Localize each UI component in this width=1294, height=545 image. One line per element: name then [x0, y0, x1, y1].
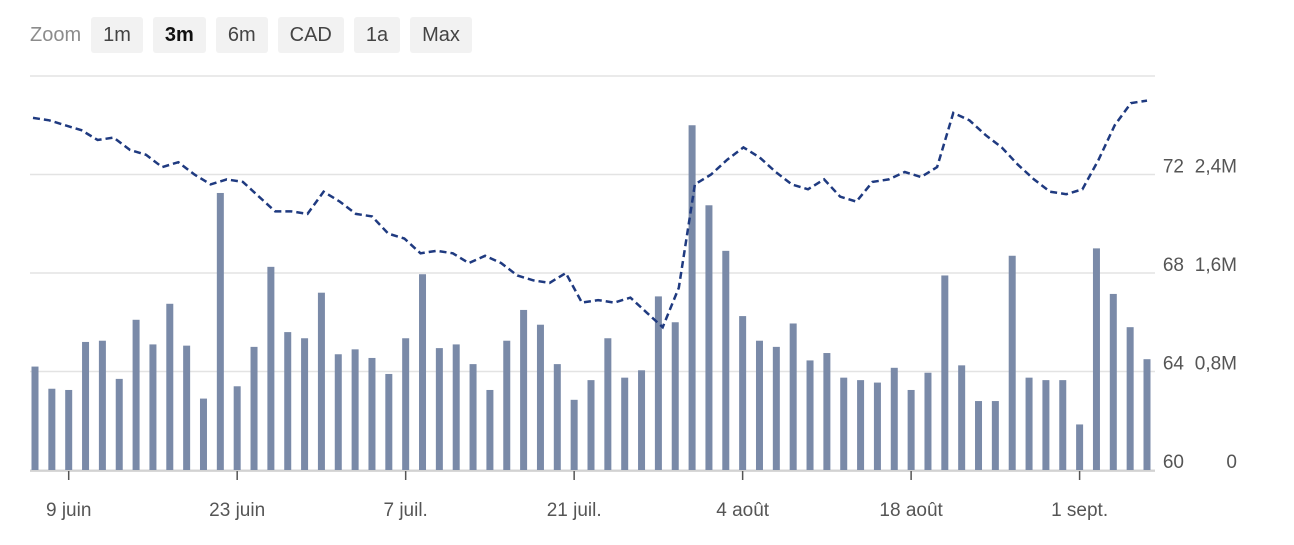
volume-bar	[317, 292, 325, 470]
volume-bar	[654, 296, 662, 470]
volume-bar	[216, 192, 224, 470]
volume-bar	[840, 377, 848, 470]
zoom-max-button[interactable]: Max	[410, 17, 472, 53]
volume-bar	[166, 303, 174, 470]
volume-bar	[890, 367, 898, 470]
volume-bar	[351, 349, 359, 470]
volume-bar	[806, 360, 814, 470]
volume-bar	[469, 364, 477, 470]
price-line	[32, 99, 1148, 330]
volume-bar	[183, 345, 191, 470]
zoom-1m-button[interactable]: 1m	[91, 17, 143, 53]
volume-axis-label: 0	[1226, 452, 1237, 473]
zoom-1a-button[interactable]: 1a	[353, 17, 401, 53]
volume-bar	[789, 323, 797, 470]
x-tick-label: 7 juil.	[383, 500, 427, 521]
volume-bar	[991, 401, 999, 470]
volume-bar	[48, 388, 56, 470]
volume-bar	[267, 266, 275, 470]
volume-bar	[536, 324, 544, 470]
volume-bar	[857, 380, 865, 470]
volume-bar	[688, 125, 696, 470]
volume-bar	[772, 346, 780, 470]
x-tick-label: 23 juin	[209, 500, 265, 521]
volume-bar	[553, 364, 561, 470]
volume-axis-label: 0,8M	[1195, 354, 1237, 375]
volume-bar	[82, 341, 90, 470]
volume-bar	[907, 389, 915, 470]
volume-bar	[199, 398, 207, 470]
volume-bar	[503, 340, 511, 470]
volume-bar	[1092, 248, 1100, 470]
volume-bar	[873, 382, 881, 470]
zoom-6m-button[interactable]: 6m	[215, 17, 268, 53]
volume-bar	[604, 338, 612, 470]
volume-bar	[233, 386, 241, 470]
volume-bar	[132, 319, 140, 470]
volume-bar	[284, 332, 292, 470]
volume-bar	[924, 372, 932, 470]
volume-bar	[31, 366, 39, 470]
x-tick-label: 4 août	[716, 500, 770, 521]
volume-bar	[368, 357, 376, 470]
volume-bar	[301, 338, 309, 470]
volume-bar	[570, 399, 578, 470]
price-axis-label: 72	[1163, 157, 1184, 178]
zoom-label: Zoom	[30, 23, 82, 46]
volume-bar	[958, 365, 966, 470]
volume-bar	[1126, 327, 1134, 470]
volume-bar	[402, 338, 410, 470]
volume-bar	[587, 380, 595, 470]
volume-bar	[671, 322, 679, 470]
volume-bar	[149, 344, 157, 470]
x-tick-label: 18 août	[879, 500, 943, 521]
volume-bar	[1025, 377, 1033, 470]
volume-bar	[115, 378, 123, 470]
price-axis-label: 68	[1163, 255, 1184, 276]
volume-bar	[1143, 359, 1151, 470]
x-tick-label: 9 juin	[46, 500, 91, 521]
volume-bar	[975, 401, 983, 470]
volume-axis-label: 2,4M	[1195, 157, 1237, 178]
volume-bar	[739, 316, 747, 470]
volume-bar	[385, 373, 393, 470]
volume-bar	[250, 346, 258, 470]
volume-axis-label: 1,6M	[1195, 255, 1237, 276]
volume-bar	[1109, 293, 1117, 470]
volume-bar	[638, 370, 646, 470]
volume-bar	[1008, 255, 1016, 470]
volume-bar	[452, 344, 460, 470]
price-axis-label: 60	[1163, 452, 1184, 473]
volume-bar	[98, 340, 106, 470]
x-tick-label: 21 juil.	[547, 500, 602, 521]
volume-bar	[941, 275, 949, 470]
volume-bar	[1042, 380, 1050, 470]
volume-bar	[520, 309, 528, 470]
price-axis-label: 64	[1163, 354, 1185, 375]
volume-bar	[65, 389, 73, 470]
zoom-cad-button[interactable]: CAD	[277, 17, 344, 53]
volume-bar	[334, 354, 342, 470]
volume-bar	[486, 389, 494, 470]
volume-bar	[722, 250, 730, 470]
volume-bar	[419, 274, 427, 470]
zoom-bar: Zoom 1m 3m 6m CAD 1a Max	[30, 17, 482, 53]
volume-bar	[1059, 380, 1067, 470]
volume-bar	[705, 205, 713, 470]
volume-bar	[1076, 424, 1084, 470]
volume-bar	[823, 353, 831, 470]
volume-bar	[621, 377, 629, 470]
zoom-3m-button[interactable]: 3m	[152, 17, 206, 53]
volume-bar	[435, 348, 443, 470]
x-tick-label: 1 sept.	[1051, 500, 1108, 521]
volume-bar	[755, 340, 763, 470]
